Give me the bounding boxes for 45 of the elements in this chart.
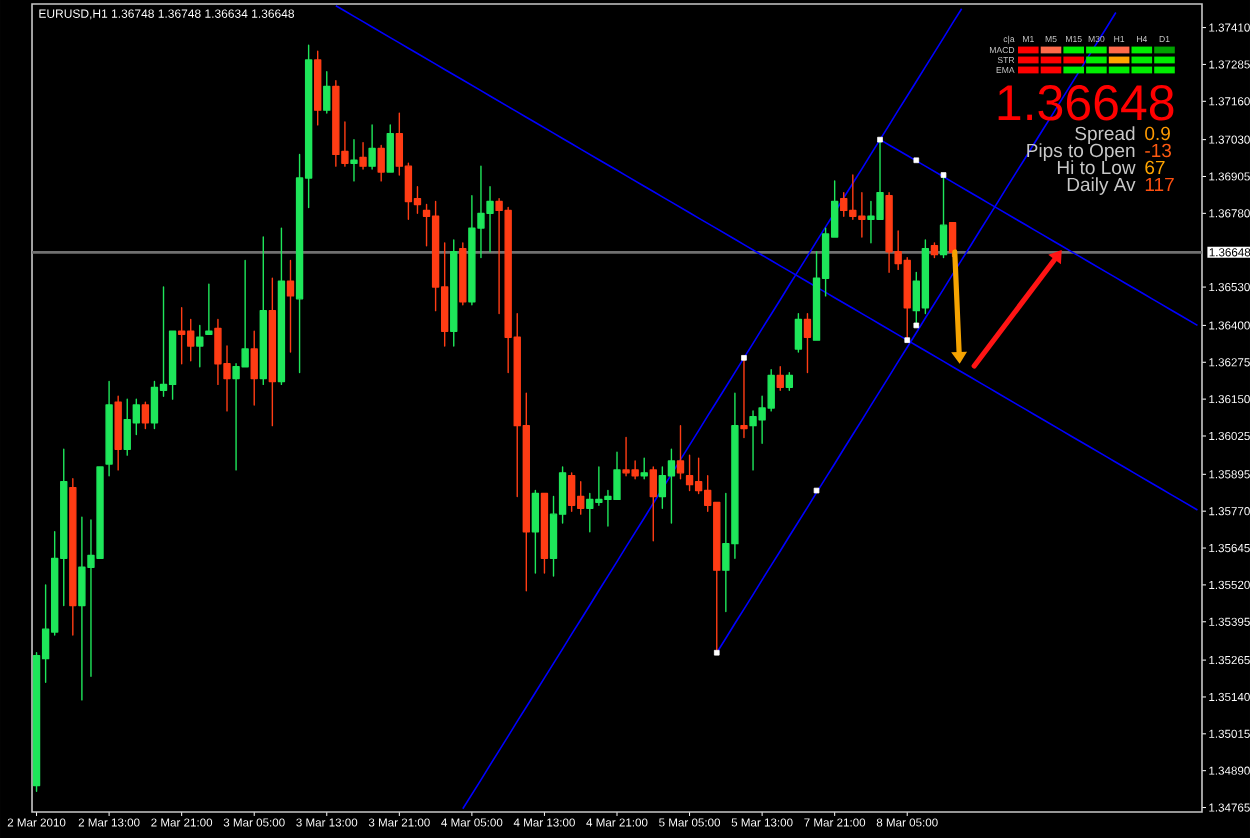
candlestick bbox=[105, 380, 113, 477]
candlestick bbox=[540, 492, 549, 574]
candlestick bbox=[930, 242, 939, 259]
candlestick bbox=[921, 239, 930, 315]
point bbox=[741, 355, 747, 361]
candlestick bbox=[785, 371, 794, 391]
point bbox=[913, 157, 920, 164]
annotation: 67 bbox=[1145, 160, 1165, 175]
point bbox=[913, 322, 920, 329]
annotation: Spread bbox=[1075, 126, 1135, 144]
candlestick bbox=[114, 395, 122, 471]
annotation: Pips to Open bbox=[1027, 143, 1135, 161]
point bbox=[813, 487, 820, 494]
candlestick bbox=[359, 141, 367, 170]
annotation: -13 bbox=[1145, 143, 1172, 158]
candlestick bbox=[794, 312, 803, 353]
candlestick bbox=[323, 71, 331, 114]
candlestick bbox=[314, 50, 322, 126]
candlestick bbox=[259, 236, 267, 386]
annotation: Daily Av bbox=[1067, 177, 1136, 195]
candlestick bbox=[368, 124, 376, 170]
point bbox=[877, 136, 883, 143]
candlestick bbox=[350, 138, 358, 182]
annotation: 0.9 bbox=[1145, 126, 1170, 141]
candlestick bbox=[277, 227, 286, 386]
candlestick bbox=[250, 330, 258, 406]
annotation: Hi to Low bbox=[1057, 160, 1136, 175]
candlestick bbox=[649, 466, 657, 542]
candlestick bbox=[141, 401, 150, 430]
candlestick bbox=[205, 283, 213, 335]
point bbox=[940, 172, 947, 178]
candlestick bbox=[676, 424, 685, 480]
candlestick bbox=[567, 472, 576, 512]
candlestick bbox=[450, 239, 458, 347]
candlestick bbox=[386, 124, 394, 173]
candlestick bbox=[268, 277, 277, 427]
candlestick bbox=[459, 242, 467, 306]
candlestick bbox=[740, 357, 748, 439]
annotation: 117 bbox=[1145, 177, 1174, 191]
candlestick bbox=[531, 489, 540, 574]
candlestick bbox=[776, 366, 784, 391]
point bbox=[904, 337, 911, 343]
candlestick bbox=[69, 478, 77, 636]
candlestick bbox=[377, 144, 385, 182]
point bbox=[713, 649, 720, 656]
